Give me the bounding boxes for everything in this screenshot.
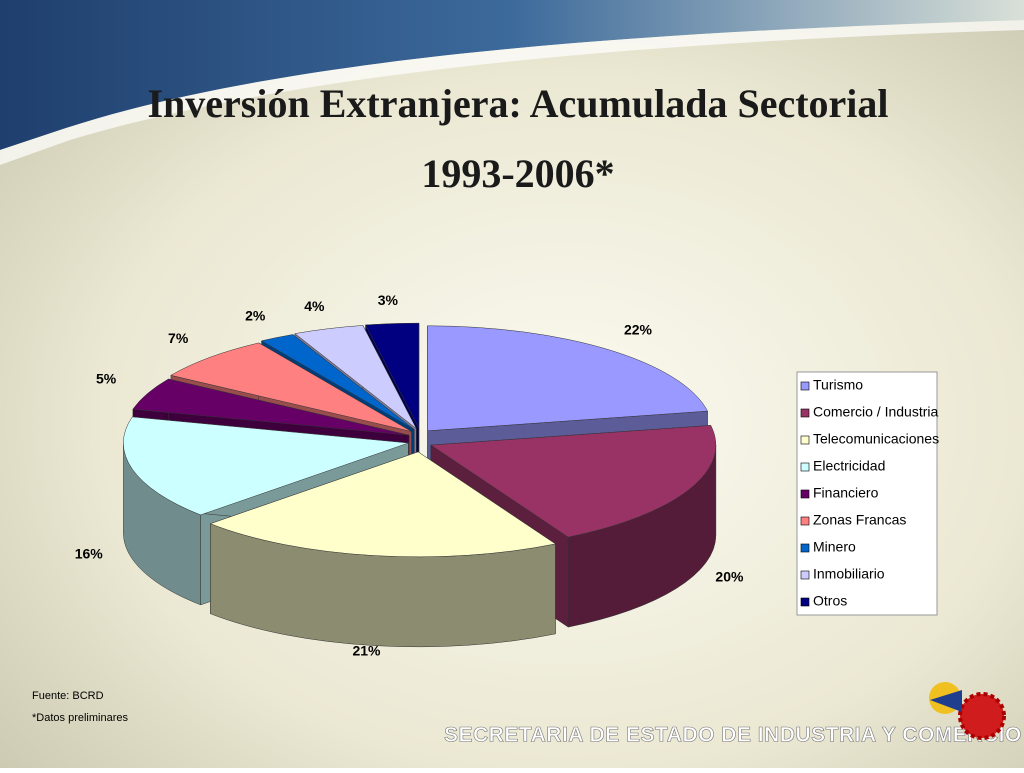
- legend-label: Comercio / Industria: [813, 404, 938, 420]
- legend-label: Turismo: [813, 377, 863, 393]
- slice: [365, 322, 420, 429]
- footnote: *Datos preliminares: [32, 712, 128, 724]
- slice: [430, 425, 717, 538]
- slice: [260, 334, 415, 430]
- legend-label: Zonas Francas: [813, 512, 906, 528]
- footer-text: SECRETARIA DE ESTADO DE INDUSTRIA Y COME…: [444, 724, 1022, 747]
- legend-swatch: [800, 570, 810, 580]
- slice: [209, 451, 557, 558]
- legend-swatch: [800, 408, 810, 418]
- legend-label: Telecomunicaciones: [813, 431, 939, 447]
- chart-title: Inversión Extranjera: Acumulada Sectoria…: [147, 81, 888, 126]
- data-label: 16%: [75, 545, 104, 561]
- legend-label: Minero: [813, 539, 856, 555]
- data-label: 3%: [378, 292, 399, 308]
- logo-wedge: [930, 690, 962, 712]
- legend-label: Electricidad: [813, 458, 885, 474]
- legend-swatch: [800, 435, 810, 445]
- legend-label: Otros: [813, 593, 847, 609]
- slice: [123, 416, 409, 516]
- slice: [294, 325, 417, 429]
- data-label: 2%: [245, 308, 266, 324]
- logo-gear: [958, 692, 1006, 740]
- data-label: 20%: [715, 569, 744, 585]
- slice: [170, 342, 412, 432]
- legend-swatch: [800, 381, 810, 391]
- legend-label: Financiero: [813, 485, 879, 501]
- data-label: 22%: [624, 322, 653, 338]
- swoosh-highlight: [0, 20, 1024, 165]
- legend-swatch: [800, 489, 810, 499]
- slice: [427, 325, 708, 432]
- legend-swatch: [800, 462, 810, 472]
- chart-subtitle: 1993-2006*: [421, 151, 614, 196]
- source-note: Fuente: BCRD: [32, 690, 104, 702]
- legend-label: Inmobiliario: [813, 566, 885, 582]
- data-label: 4%: [304, 298, 325, 314]
- data-label: 21%: [352, 642, 381, 658]
- legend-swatch: [800, 516, 810, 526]
- legend-swatch: [800, 543, 810, 553]
- data-label: 7%: [168, 330, 189, 346]
- swoosh: [0, 0, 1024, 150]
- slice: [132, 378, 410, 436]
- legend-box: [796, 371, 938, 616]
- data-label: 5%: [96, 371, 117, 387]
- legend-swatch: [800, 597, 810, 607]
- pie: [123, 322, 717, 648]
